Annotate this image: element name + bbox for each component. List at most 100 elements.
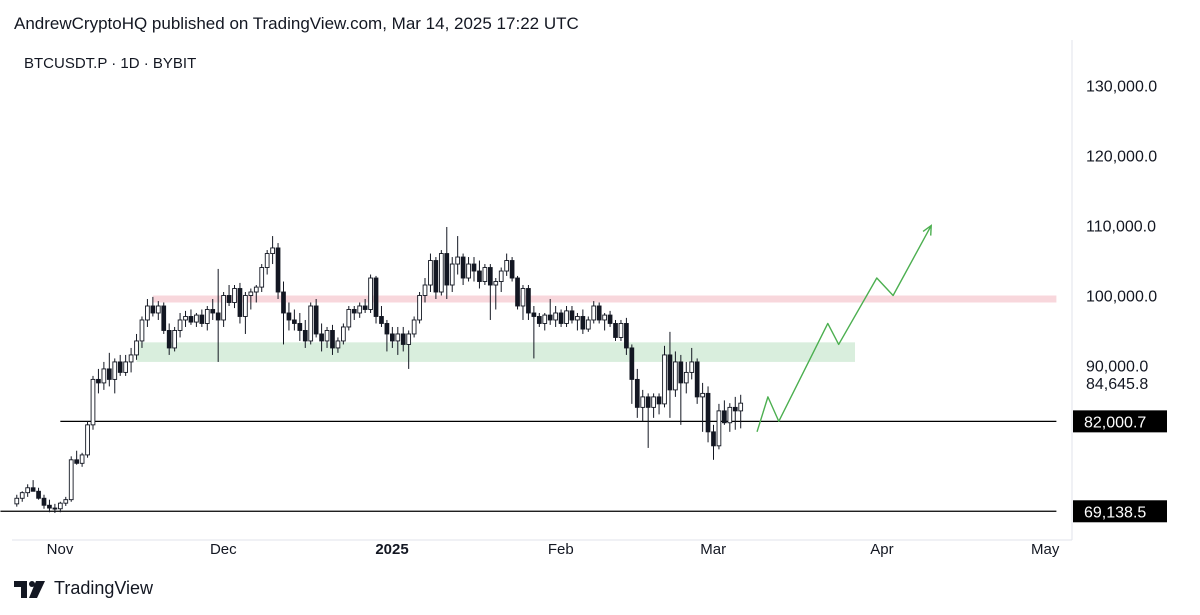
candle-body-up <box>422 284 428 296</box>
candle <box>14 494 20 507</box>
tradingview-logo-icon <box>14 580 45 598</box>
candle-body-down <box>30 487 36 492</box>
candle <box>515 275 520 310</box>
candle-body-down <box>444 253 450 286</box>
candle-body-up <box>19 492 25 499</box>
price-tick-label: 130,000.0 <box>1086 79 1157 96</box>
candle-body-down <box>313 305 319 335</box>
candle-body-down <box>711 431 716 447</box>
candle-body-down <box>694 361 700 398</box>
candle-body-down <box>477 270 482 282</box>
candle <box>362 298 368 313</box>
candle <box>139 316 145 348</box>
candle <box>645 393 651 448</box>
candle <box>417 292 422 324</box>
candle-body-up <box>428 260 433 286</box>
candle <box>700 382 705 432</box>
price-marker-label: 84,645.8 <box>1086 376 1148 393</box>
candle <box>117 354 123 376</box>
candle <box>629 344 635 404</box>
candle <box>319 323 324 352</box>
time-tick-label: Nov <box>47 541 74 558</box>
projection-path[interactable] <box>756 225 932 433</box>
candle-body-down <box>74 459 80 464</box>
candle <box>85 421 90 458</box>
candle <box>330 324 335 355</box>
candle <box>395 326 401 355</box>
candle-body-up <box>417 295 422 321</box>
projection-layer <box>756 224 932 433</box>
candle-body-up <box>248 291 254 296</box>
candle <box>438 250 444 296</box>
candle <box>166 323 172 355</box>
price-tick-label: 100,000.0 <box>1086 289 1157 306</box>
candle-body-down <box>199 314 205 324</box>
candle-body-down <box>596 305 602 321</box>
price-tick-label: 110,000.0 <box>1086 219 1156 236</box>
candle-body-down <box>47 504 52 509</box>
candle <box>379 305 384 327</box>
candle-body-down <box>188 316 194 323</box>
candle-body-down <box>36 490 41 499</box>
candle-body-up <box>63 499 69 504</box>
candle <box>569 305 575 324</box>
time-axis[interactable]: Nov Dec 2025 Feb Mar Apr May <box>47 541 1060 558</box>
candle-body-down <box>379 316 384 324</box>
candle <box>553 305 558 327</box>
candle <box>145 298 150 327</box>
candle <box>504 253 510 276</box>
candle-body-up <box>716 410 722 447</box>
candle-body-up <box>683 371 689 384</box>
price-axis[interactable]: 130,000.0 120,000.0 110,000.0 100,000.0 90,0… <box>1073 79 1167 523</box>
candle <box>509 257 515 282</box>
candle <box>531 305 537 359</box>
candle-body-down <box>161 305 167 331</box>
candle <box>694 358 700 404</box>
candle-body-up <box>172 330 177 349</box>
candle <box>602 312 607 331</box>
candle-body-up <box>232 288 237 303</box>
candle-body-up <box>406 333 412 345</box>
candle <box>281 281 286 345</box>
candle <box>732 396 738 430</box>
candle-body-up <box>123 361 128 373</box>
price-tick-label: 90,000.0 <box>1086 358 1148 375</box>
candle-body-up <box>346 309 352 328</box>
candle-body-up <box>57 502 63 510</box>
candle <box>155 301 161 320</box>
candle <box>634 368 640 418</box>
candle <box>106 352 112 387</box>
candle <box>292 309 297 331</box>
candle-body-down <box>607 314 613 324</box>
candle <box>351 305 357 320</box>
candle-body-up <box>308 305 314 342</box>
candle <box>221 292 226 327</box>
candle-body-down <box>215 312 221 321</box>
candle <box>68 456 74 502</box>
candle <box>226 285 232 306</box>
candle <box>455 236 461 275</box>
candle <box>689 347 695 380</box>
candle-body-up <box>564 310 569 324</box>
candle <box>74 450 80 465</box>
candle <box>324 326 330 348</box>
candle <box>357 302 363 318</box>
candle-body-down <box>400 333 406 345</box>
candle <box>498 267 504 293</box>
candle-body-down <box>286 312 292 321</box>
candle-body-up <box>101 368 107 384</box>
symbol-label[interactable]: BTCUSDT.P · 1D · BYBIT <box>24 55 197 72</box>
candle <box>493 278 499 310</box>
candle-body-down <box>624 323 629 349</box>
candle <box>270 236 275 265</box>
candle-body-down <box>580 316 586 330</box>
candle-body-down <box>275 247 281 293</box>
candle-body-up <box>438 253 444 293</box>
candle <box>662 345 667 408</box>
candle <box>738 394 744 429</box>
candle <box>564 305 569 327</box>
candle <box>286 302 292 331</box>
candle-body-up <box>395 333 401 342</box>
candle-body-up <box>25 487 31 494</box>
